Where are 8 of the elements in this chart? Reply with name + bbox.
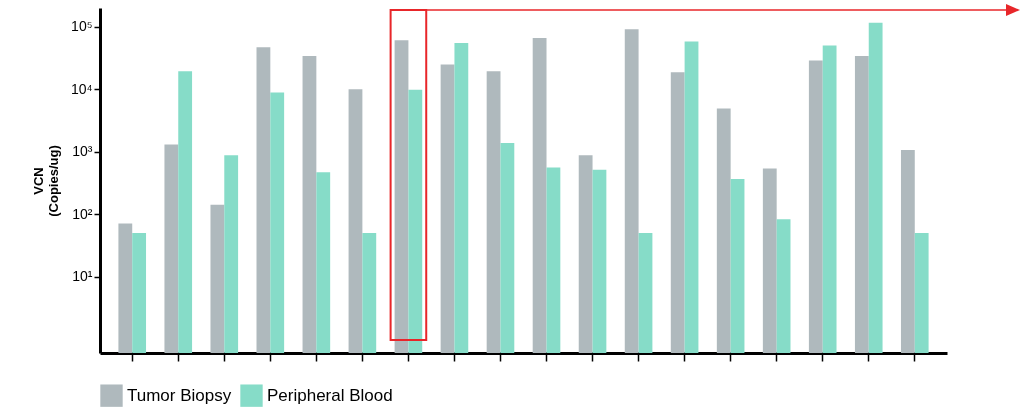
y-tick-label: 10³ <box>72 143 93 160</box>
legend-label: Tumor Biopsy <box>127 385 232 405</box>
y-tick-label: 10¹ <box>72 268 93 285</box>
y-tick-label: 10⁵ <box>71 18 93 35</box>
y-axis-title: VCN (Copies/ug) <box>30 145 61 217</box>
legend-label: Peripheral Blood <box>267 385 393 405</box>
y-tick-label: 10² <box>72 205 93 222</box>
y-tick-label: 10⁴ <box>70 80 93 97</box>
